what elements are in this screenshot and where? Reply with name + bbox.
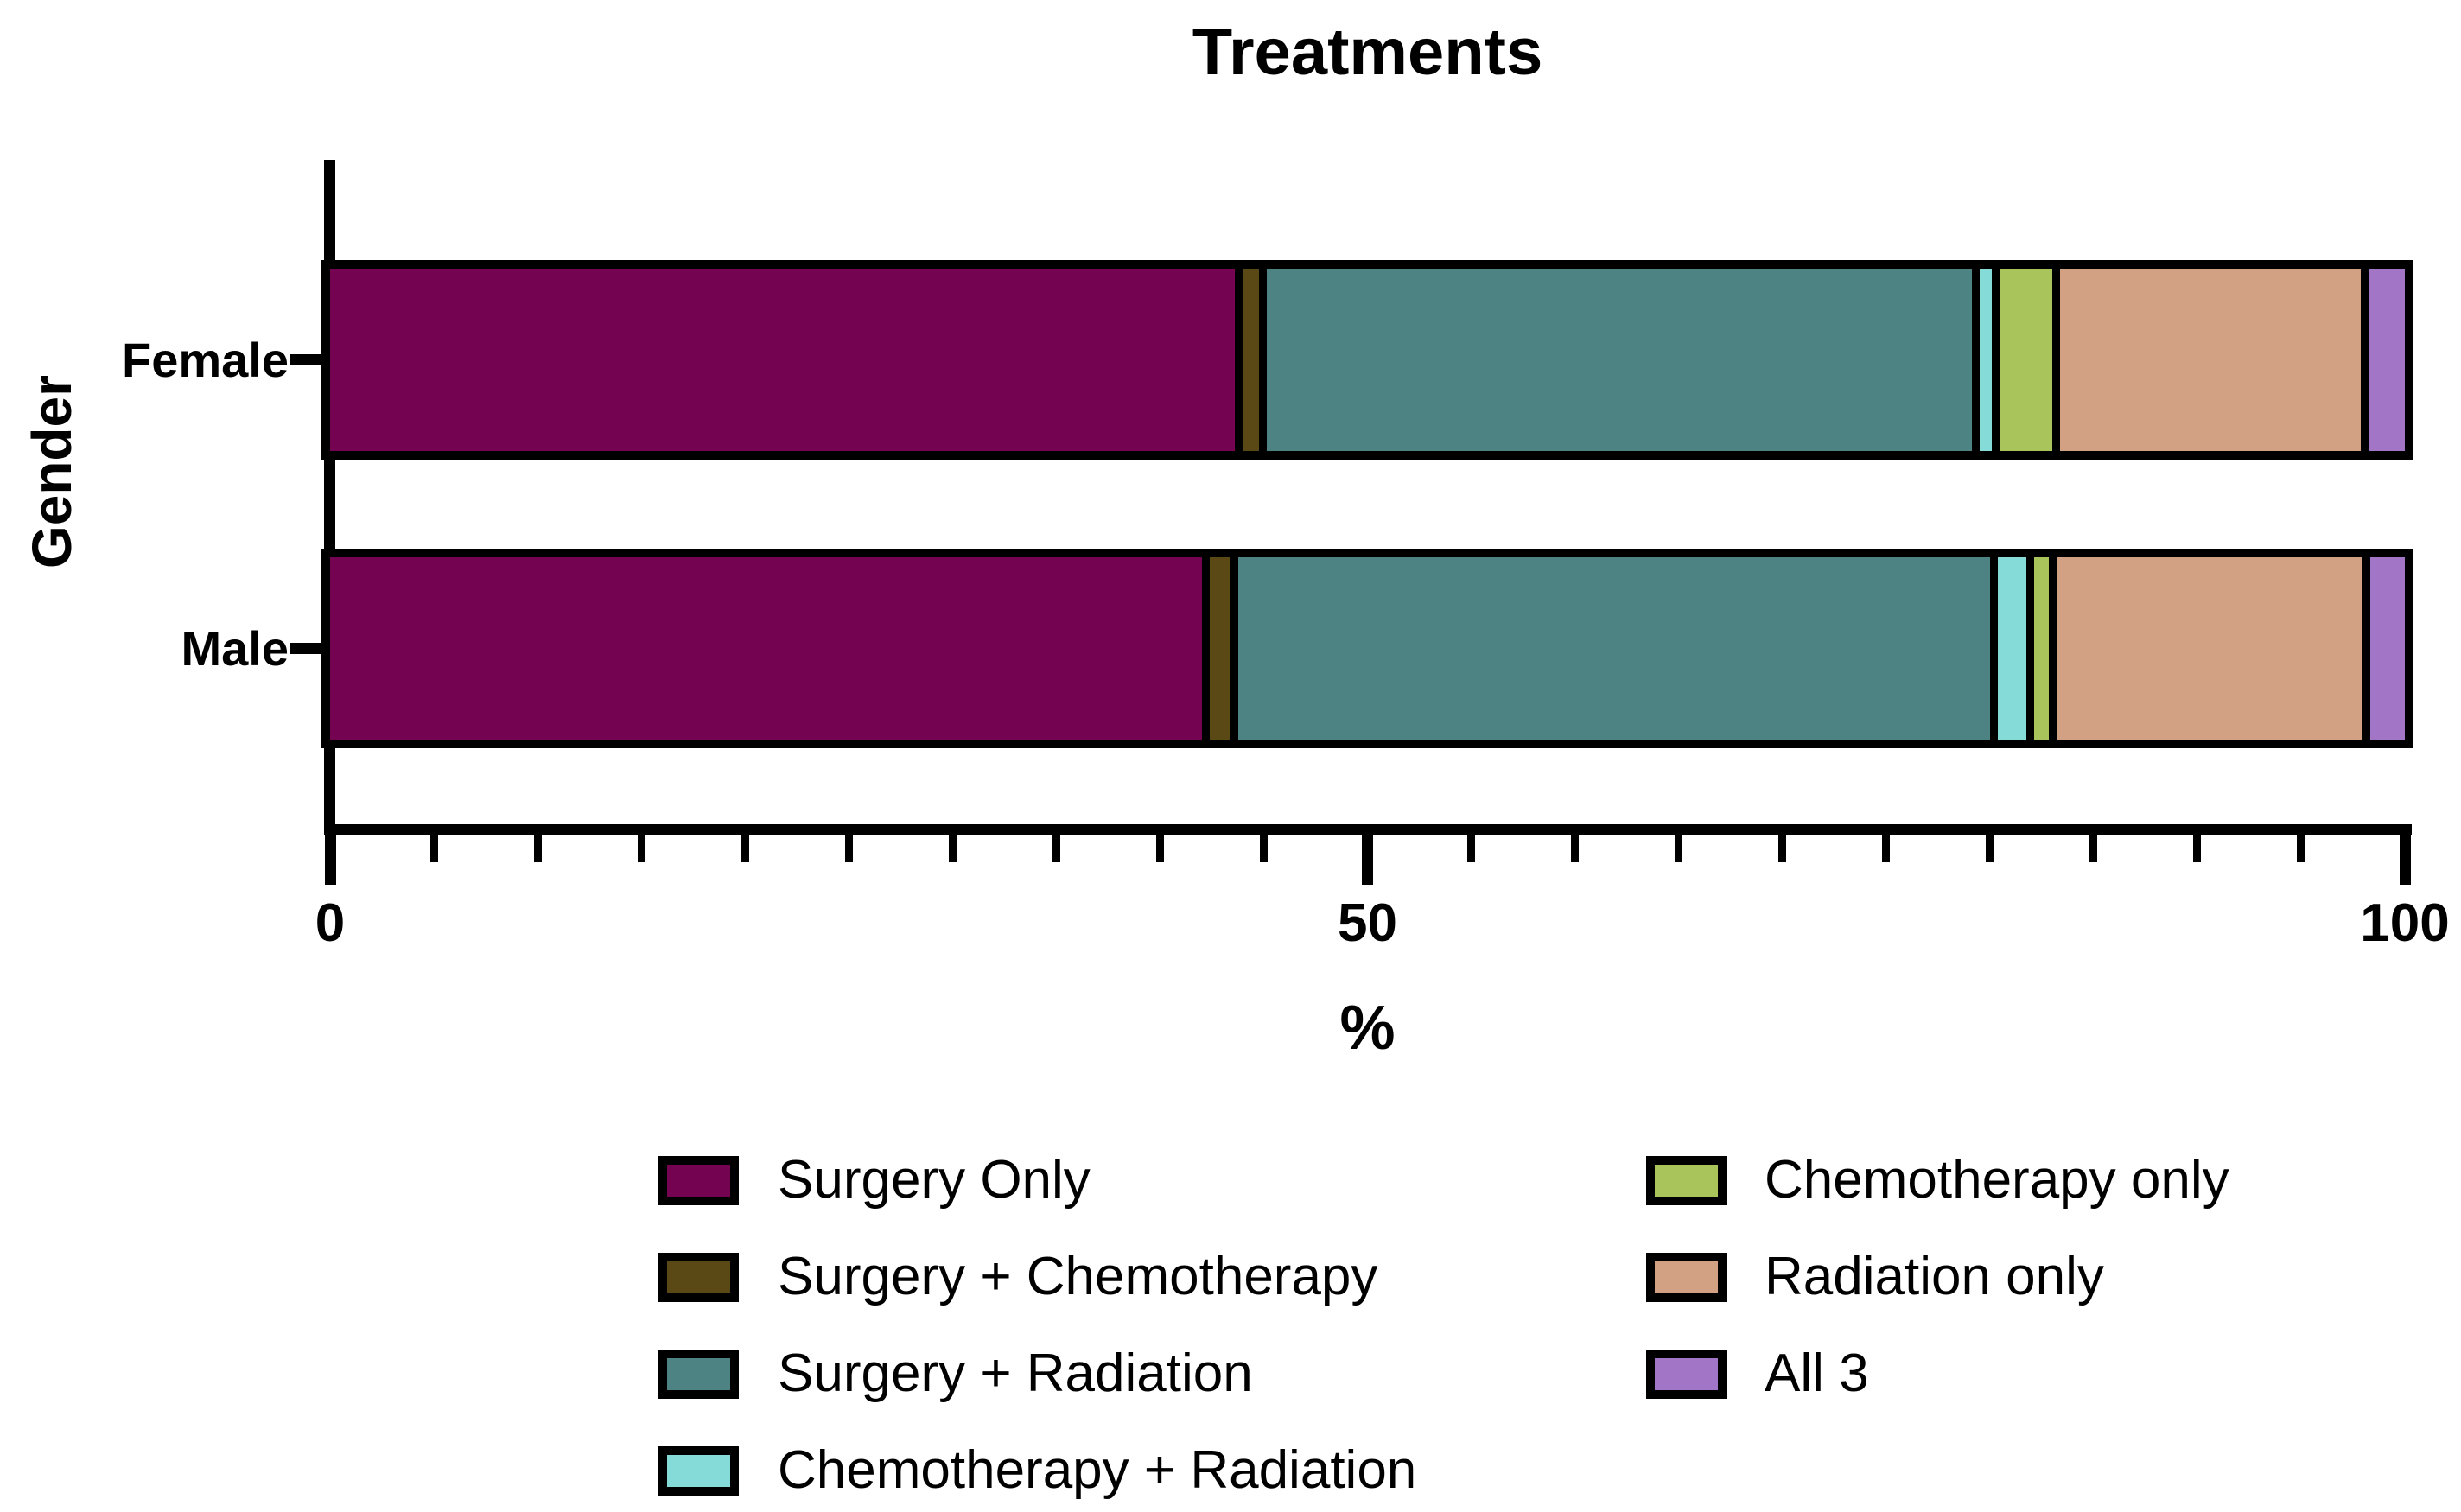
legend-label-surgery-radiation: Surgery + Radiation [778,1344,1253,1403]
x-tick-minor-95 [2297,835,2305,862]
legend-swatch-chemotherapy-only [1646,1156,1727,1205]
bar-segment-female-surgery-chemotherapy [1242,269,1267,451]
bar-segment-male-chemotherapy-radiation [1998,557,2035,740]
bar-segment-female-radiation-only [2060,269,2369,451]
stacked-bar-female [321,260,2413,460]
bar-segment-female-surgery-radiation [1266,269,1981,451]
x-tick-label-0: 0 [315,893,346,953]
x-tick-minor-75 [1882,835,1891,862]
x-tick-minor-30 [948,835,957,862]
x-tick-minor-10 [533,835,542,862]
stacked-bar-male [321,549,2413,748]
category-label-female: Female [122,333,289,387]
x-tick-minor-45 [1259,835,1268,862]
x-axis-title: % [1339,994,1396,1063]
category-tick-female [290,353,324,365]
x-tick-label-100: 100 [2360,893,2450,953]
legend-swatch-surgery-radiation [658,1350,739,1399]
category-tick-male [290,642,324,654]
legend-label-radiation-only: Radiation only [1765,1247,2104,1306]
legend-swatch-surgery-chemotherapy [658,1253,739,1302]
x-tick-minor-65 [1675,835,1683,862]
bar-segment-female-chemotherapy-only [2000,269,2061,451]
x-tick-minor-15 [637,835,645,862]
bar-segment-male-all-3 [2370,557,2405,740]
legend-swatch-surgery-only [658,1156,739,1205]
x-tick-minor-25 [844,835,853,862]
x-tick-minor-70 [1778,835,1787,862]
bar-segment-female-chemotherapy-radiation [1980,269,2000,451]
x-tick-minor-85 [2089,835,2098,862]
x-tick-label-50: 50 [1338,893,1397,953]
legend-label-all-3: All 3 [1765,1344,1869,1403]
bar-segment-male-surgery-chemotherapy [1210,557,1238,740]
bar-segment-male-surgery-radiation [1237,557,1999,740]
category-label-male: Male [181,621,289,676]
bar-segment-female-all-3 [2368,269,2405,451]
x-tick-minor-90 [2193,835,2202,862]
bar-segment-male-surgery-only [330,557,1211,740]
legend-swatch-all-3 [1646,1350,1727,1399]
bar-segment-male-radiation-only [2056,557,2371,740]
x-tick-minor-35 [1052,835,1060,862]
x-tick-minor-5 [429,835,438,862]
legend-label-chemotherapy-radiation: Chemotherapy + Radiation [778,1440,1417,1500]
legend-swatch-radiation-only [1646,1253,1727,1302]
x-axis-line [324,824,2412,835]
bar-segment-female-surgery-only [330,269,1243,451]
x-tick-minor-40 [1155,835,1164,862]
legend-label-chemotherapy-only: Chemotherapy only [1765,1150,2229,1210]
x-tick-minor-55 [1467,835,1476,862]
x-tick-minor-20 [741,835,749,862]
x-tick-minor-60 [1571,835,1580,862]
legend-label-surgery-only: Surgery Only [778,1150,1091,1210]
chart-title: Treatments [1192,16,1543,89]
legend-swatch-chemotherapy-radiation [658,1446,739,1496]
bar-segment-male-chemotherapy-only [2034,557,2057,740]
x-tick-major-0 [324,835,336,885]
x-tick-major-100 [2399,835,2411,885]
x-tick-minor-80 [1986,835,1994,862]
legend-label-surgery-chemotherapy: Surgery + Chemotherapy [778,1247,1378,1306]
x-tick-major-50 [1362,835,1373,885]
